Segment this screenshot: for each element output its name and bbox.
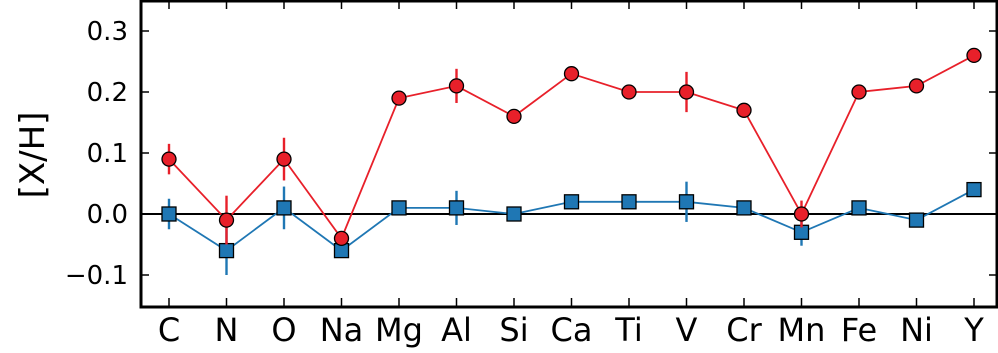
x-tick-label: Na bbox=[320, 311, 364, 349]
x-tick-label: Fe bbox=[841, 311, 877, 349]
y-tick-label: −0.1 bbox=[65, 261, 128, 291]
data-point-circle bbox=[391, 90, 407, 106]
y-tick-label: 0.3 bbox=[87, 17, 128, 47]
y-tick-label: 0.0 bbox=[87, 200, 128, 230]
x-tick-label: Ti bbox=[614, 311, 642, 349]
data-point-square bbox=[563, 194, 580, 210]
data-point-circle bbox=[736, 102, 752, 118]
x-tick-label: Ca bbox=[551, 311, 593, 349]
x-tick-label: Mg bbox=[375, 311, 423, 349]
data-point-circle bbox=[218, 212, 235, 228]
data-point-square bbox=[391, 200, 407, 216]
data-point-circle bbox=[276, 151, 292, 167]
data-point-square bbox=[506, 206, 522, 222]
x-tick-label: O bbox=[271, 311, 296, 349]
y-tick-label: 0.2 bbox=[87, 78, 128, 108]
data-point-circle bbox=[563, 66, 580, 82]
x-tick-label: Si bbox=[499, 311, 528, 349]
x-tick-label: Y bbox=[963, 311, 984, 349]
data-point-square bbox=[276, 200, 292, 216]
data-point-circle bbox=[966, 47, 982, 64]
x-tick-label: N bbox=[215, 311, 239, 349]
data-point-circle bbox=[506, 108, 522, 125]
x-tick-label: Al bbox=[441, 311, 472, 349]
y-axis-label: [X/H] bbox=[13, 112, 53, 199]
x-tick-label: Cr bbox=[726, 311, 762, 349]
x-tick-label: V bbox=[676, 311, 698, 349]
data-point-square bbox=[736, 200, 752, 216]
data-point-square bbox=[678, 194, 695, 210]
y-tick-label: 0.1 bbox=[87, 139, 128, 169]
plot-frame bbox=[139, 0, 998, 309]
data-point-square bbox=[161, 206, 177, 222]
x-tick-label: Mn bbox=[778, 311, 826, 349]
data-point-circle bbox=[851, 84, 867, 100]
data-point-circle bbox=[678, 84, 695, 100]
data-point-circle bbox=[161, 151, 177, 167]
data-point-circle bbox=[908, 78, 925, 94]
data-point-square bbox=[218, 242, 235, 259]
data-point-circle bbox=[333, 230, 350, 247]
x-tick-label: C bbox=[158, 311, 180, 349]
data-point-square bbox=[448, 200, 465, 216]
data-point-circle bbox=[793, 206, 810, 222]
data-point-square bbox=[621, 194, 637, 210]
data-point-circle bbox=[448, 78, 465, 94]
data-point-circle bbox=[621, 84, 637, 100]
x-tick-label: Ni bbox=[900, 311, 933, 349]
plot-area: 0.3 0.2 0.1 0.0 −0.1 C N O Na Mg Al Si Ca Ti V Cr Mn Fe Ni… bbox=[65, 0, 998, 349]
data-point-square bbox=[908, 212, 925, 228]
data-point-square bbox=[851, 200, 867, 216]
data-point-square bbox=[966, 181, 982, 198]
